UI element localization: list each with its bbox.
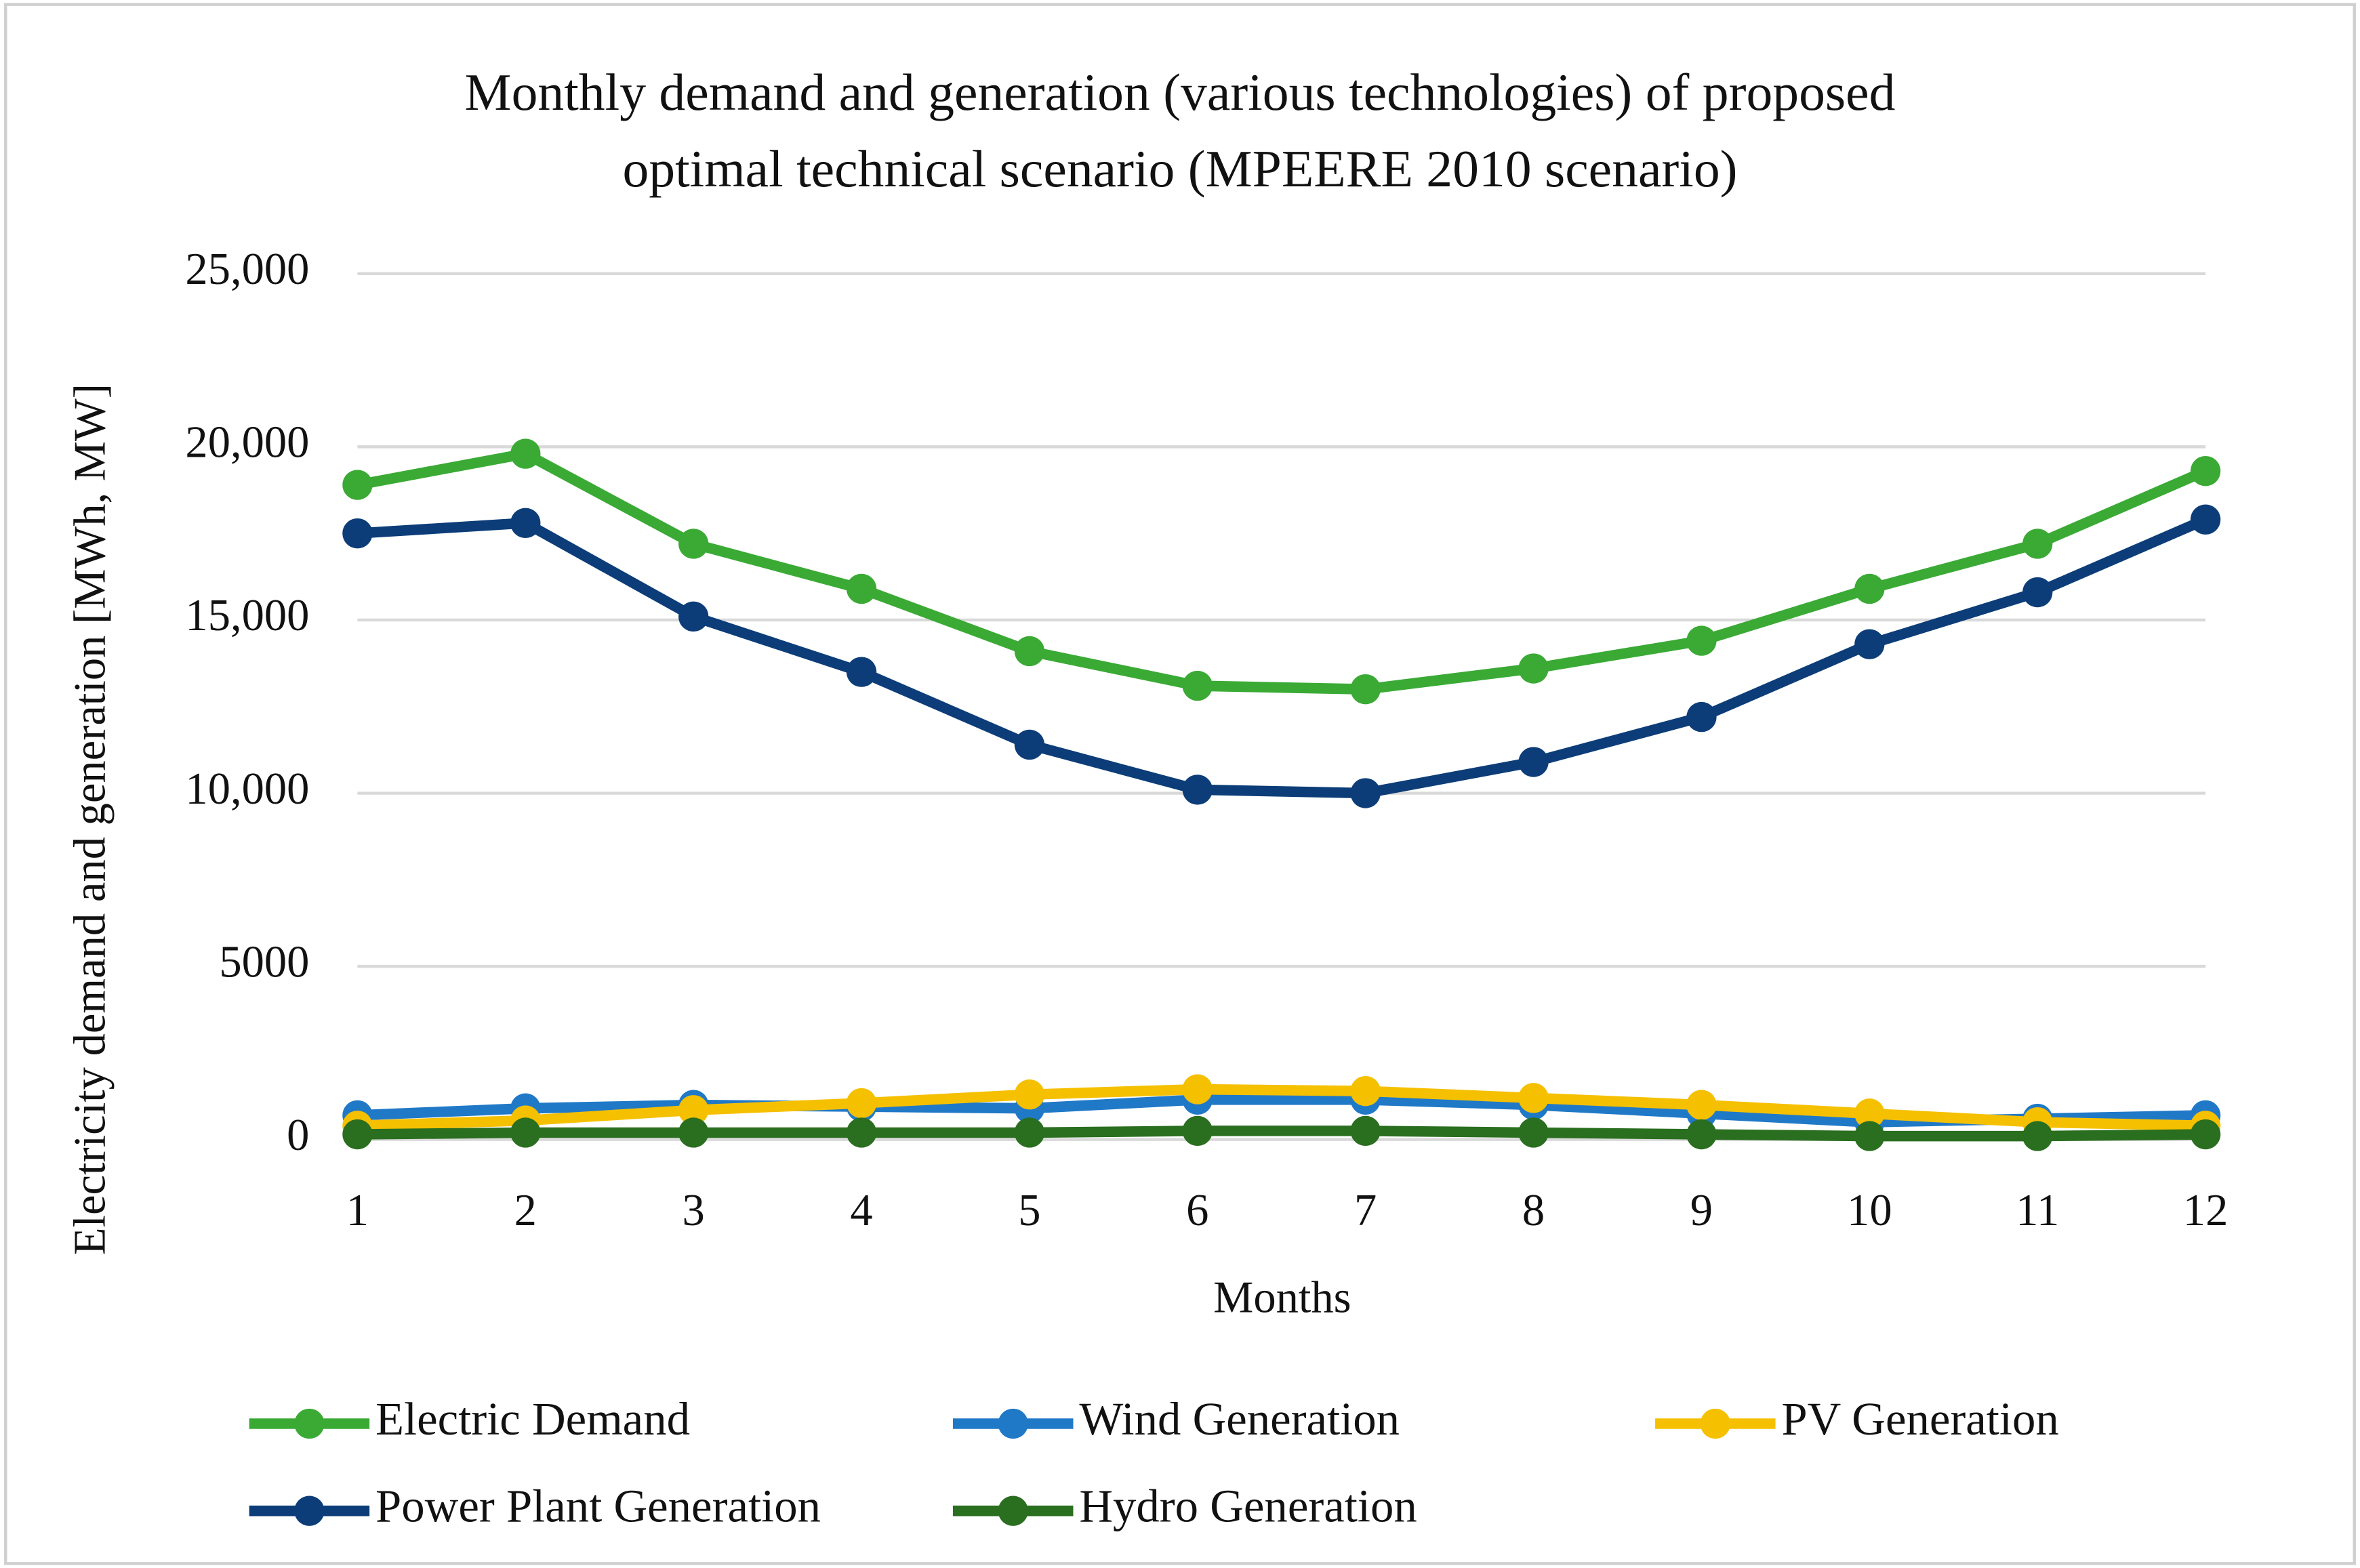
marker <box>2022 577 2053 608</box>
x-tick-label: 2 <box>514 1186 537 1235</box>
line <box>357 514 2208 799</box>
line <box>357 1094 2206 1128</box>
marker <box>1518 1117 1549 1148</box>
marker <box>1350 778 1381 808</box>
marker <box>510 1117 541 1148</box>
y-axis-label: Electricity demand and generation [MWh, … <box>65 384 115 1255</box>
y-tick-label: 10,000 <box>185 764 309 814</box>
series <box>342 438 2221 705</box>
marker <box>2190 455 2221 487</box>
marker <box>678 529 709 559</box>
marker <box>510 508 541 539</box>
legend-marker <box>1700 1408 1731 1439</box>
y-tick-label: 25,000 <box>185 245 309 294</box>
marker <box>1854 573 1885 604</box>
marker <box>1686 1119 1717 1150</box>
legend-label: Wind Generation <box>1079 1393 1400 1445</box>
legend-label: Power Plant Generation <box>375 1480 821 1531</box>
legend-marker <box>294 1408 325 1439</box>
marker <box>1350 1115 1381 1147</box>
line <box>357 448 2208 695</box>
marker <box>846 657 877 687</box>
marker <box>846 1088 877 1119</box>
marker <box>1350 674 1381 705</box>
marker <box>2022 529 2053 559</box>
chart-title: Monthly demand and generation (various t… <box>465 63 1896 121</box>
x-tick-label: 5 <box>1018 1186 1040 1235</box>
marker <box>1182 670 1213 701</box>
legend-marker <box>998 1495 1028 1526</box>
legend-label: Hydro Generation <box>1079 1480 1417 1531</box>
y-tick-label: 5000 <box>219 937 309 987</box>
marker <box>1686 625 1717 656</box>
marker <box>846 1117 877 1148</box>
x-tick-label: 1 <box>346 1186 369 1235</box>
legend-marker <box>998 1408 1028 1439</box>
marker <box>342 1119 373 1150</box>
marker <box>1518 747 1549 777</box>
x-tick-label: 10 <box>1847 1186 1892 1235</box>
marker <box>342 470 373 500</box>
marker <box>2190 1119 2221 1150</box>
x-tick-label: 3 <box>683 1186 705 1235</box>
x-tick-label: 11 <box>2016 1186 2059 1235</box>
x-tick-label: 9 <box>1690 1186 1713 1235</box>
legend-label: PV Generation <box>1781 1393 2058 1445</box>
legend-marker <box>294 1495 325 1526</box>
y-tick-label: 20,000 <box>185 418 309 468</box>
chart-title: optimal technical scenario (MPEERE 2010 … <box>622 140 1737 198</box>
line <box>357 1084 2206 1132</box>
x-tick-label: 6 <box>1186 1186 1208 1235</box>
x-axis-label: Months <box>1213 1273 1351 1323</box>
marker <box>1182 775 1213 805</box>
legend-label: Electric Demand <box>375 1393 690 1445</box>
marker <box>1854 1098 1885 1129</box>
marker <box>1182 1115 1213 1147</box>
marker <box>678 1117 709 1148</box>
marker <box>1014 1079 1045 1110</box>
marker <box>1686 1090 1717 1120</box>
x-tick-label: 8 <box>1522 1186 1545 1235</box>
x-tick-label: 7 <box>1354 1186 1377 1235</box>
line <box>357 1126 2206 1142</box>
marker <box>1350 1075 1381 1107</box>
marker <box>1182 1074 1213 1105</box>
series <box>342 504 2221 808</box>
marker <box>1854 1121 1885 1151</box>
marker <box>342 518 373 549</box>
marker <box>678 1095 709 1126</box>
x-tick-label: 4 <box>850 1186 872 1235</box>
marker <box>1014 1117 1045 1148</box>
x-tick-label: 12 <box>2183 1186 2229 1235</box>
marker <box>2190 504 2221 535</box>
y-tick-label: 15,000 <box>185 591 309 640</box>
marker <box>846 573 877 604</box>
marker <box>678 601 709 632</box>
marker <box>510 438 541 469</box>
marker <box>1686 701 1717 733</box>
marker <box>2022 1121 2053 1151</box>
marker <box>1518 1083 1549 1113</box>
marker <box>1854 629 1885 659</box>
marker <box>1518 653 1549 684</box>
marker <box>1014 729 1045 760</box>
series <box>342 1115 2221 1151</box>
marker <box>1014 636 1045 667</box>
y-tick-label: 0 <box>287 1111 309 1160</box>
